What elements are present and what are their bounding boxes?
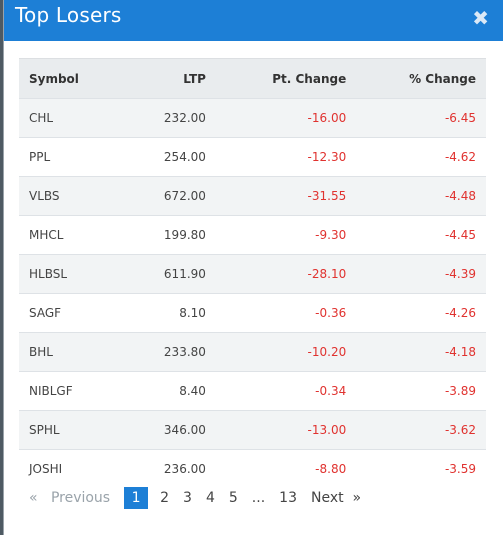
table-row[interactable]: CHL 232.00 -16.00 -6.45: [19, 98, 486, 138]
cell-symbol: NIBLGF: [29, 384, 73, 398]
page-1[interactable]: 1: [124, 487, 149, 509]
table-row[interactable]: HLBSL 611.90 -28.10 -4.39: [19, 254, 486, 294]
cell-pt-change: -31.55: [307, 189, 347, 203]
cell-symbol: MHCL: [29, 228, 64, 242]
close-icon[interactable]: ✖: [472, 5, 489, 30]
header-symbol[interactable]: Symbol: [19, 58, 124, 99]
cell-ltp: 8.10: [179, 306, 206, 320]
cell-pt-change: -0.36: [315, 306, 347, 320]
page-3[interactable]: 3: [183, 490, 192, 506]
modal-title: Top Losers: [15, 2, 122, 27]
cell-ltp: 232.00: [163, 111, 206, 125]
table-row[interactable]: BHL 233.80 -10.20 -4.18: [19, 332, 486, 372]
cell-pct-change: -4.39: [444, 267, 476, 281]
cell-symbol: CHL: [29, 111, 54, 125]
header-pct-change[interactable]: % Change: [356, 58, 486, 99]
page-2[interactable]: 2: [160, 490, 170, 506]
cell-pct-change: -4.48: [444, 189, 476, 203]
cell-ltp: 254.00: [163, 150, 206, 164]
header-ltp[interactable]: LTP: [123, 58, 216, 99]
cell-pct-change: -4.45: [444, 228, 476, 242]
cell-pct-change: -6.45: [444, 111, 476, 125]
chevron-left-icon: «: [29, 490, 38, 506]
cell-pt-change: -12.30: [307, 150, 347, 164]
table-row[interactable]: VLBS 672.00 -31.55 -4.48: [19, 176, 486, 216]
cell-pt-change: -9.30: [315, 228, 347, 242]
cell-ltp: 346.00: [163, 423, 206, 437]
table-row[interactable]: PPL 254.00 -12.30 -4.62: [19, 137, 486, 177]
cell-pt-change: -0.34: [315, 384, 347, 398]
cell-pt-change: -16.00: [307, 111, 347, 125]
cell-ltp: 611.90: [163, 267, 206, 281]
table-row[interactable]: SAGF 8.10 -0.36 -4.26: [19, 293, 486, 333]
cell-pct-change: -4.62: [444, 150, 476, 164]
cell-symbol: PPL: [29, 150, 51, 164]
table-header-row: Symbol LTP Pt. Change % Change: [19, 58, 486, 99]
cell-ltp: 199.80: [163, 228, 206, 242]
cell-symbol: HLBSL: [29, 267, 68, 281]
cell-pct-change: -3.59: [444, 462, 476, 477]
table-row[interactable]: MHCL 199.80 -9.30 -4.45: [19, 215, 486, 255]
cell-pt-change: -8.80: [315, 462, 347, 477]
losers-table: Symbol LTP Pt. Change % Change CHL 232.00…: [19, 58, 486, 489]
modal-header: Top Losers ✖: [4, 0, 503, 41]
cell-symbol: VLBS: [29, 189, 60, 203]
pagination-previous[interactable]: « Previous: [19, 487, 117, 509]
cell-ltp: 672.00: [163, 189, 206, 203]
top-losers-modal: Top Losers ✖ Symbol LTP Pt. Change % Cha…: [3, 0, 503, 535]
cell-symbol: SAGF: [29, 306, 62, 320]
cell-pt-change: -28.10: [307, 267, 347, 281]
cell-pct-change: -4.18: [444, 345, 476, 359]
page-5[interactable]: 5: [228, 490, 238, 506]
previous-label: Previous: [50, 490, 111, 506]
table-row[interactable]: SPHL 346.00 -13.00 -3.62: [19, 410, 486, 450]
cell-symbol: BHL: [29, 345, 53, 359]
header-pt-change[interactable]: Pt. Change: [215, 58, 357, 99]
cell-ltp: 236.00: [163, 462, 206, 477]
pagination: « Previous 1 2 3 4 5 ... 13 Next »: [19, 486, 368, 510]
cell-pct-change: -3.62: [444, 423, 476, 437]
next-label: Next: [310, 490, 344, 506]
pagination-ellipsis: ...: [251, 490, 266, 506]
cell-symbol: SPHL: [29, 423, 60, 437]
losers-table-container: Symbol LTP Pt. Change % Change CHL 232.00…: [19, 58, 486, 489]
chevron-right-icon: »: [352, 490, 362, 506]
cell-ltp: 8.40: [179, 384, 206, 398]
page-13[interactable]: 13: [279, 490, 297, 506]
table-row[interactable]: JOSHI 236.00 -8.80 -3.59: [19, 449, 486, 489]
cell-pct-change: -4.26: [444, 306, 476, 320]
cell-pt-change: -10.20: [307, 345, 347, 359]
pagination-next[interactable]: Next »: [304, 487, 368, 509]
table-row[interactable]: NIBLGF 8.40 -0.34 -3.89: [19, 371, 486, 411]
cell-ltp: 233.80: [163, 345, 206, 359]
cell-pct-change: -3.89: [444, 384, 476, 398]
cell-symbol: JOSHI: [29, 462, 63, 477]
cell-pt-change: -13.00: [307, 423, 347, 437]
page-4[interactable]: 4: [205, 490, 215, 506]
